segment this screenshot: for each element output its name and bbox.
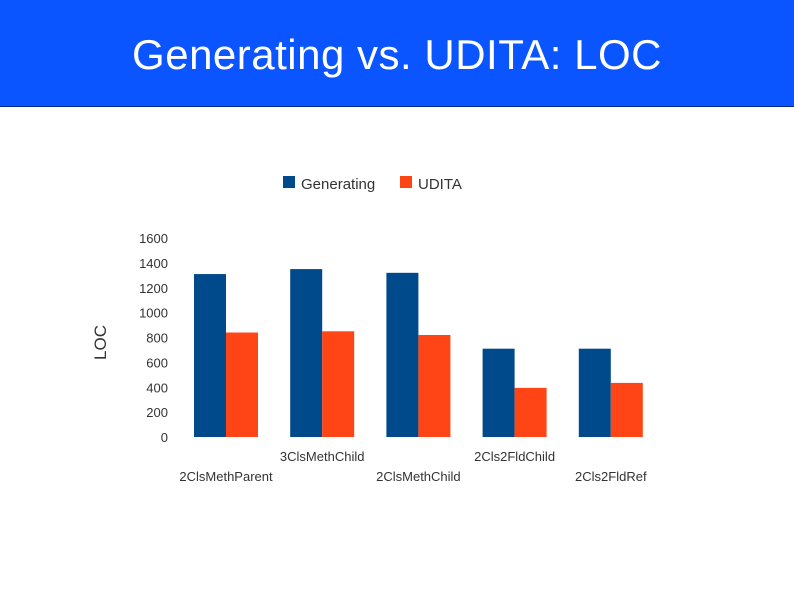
bar-udita-2cls2fldchild: [514, 387, 547, 437]
bar-udita-2cls2fldref: [610, 382, 643, 437]
y-axis: 0 200 400 600 800 1000 1200 1400 1600 LOC: [91, 231, 168, 445]
bar-generating-3clsmethchild: [290, 269, 323, 437]
y-tick-label: 600: [146, 355, 168, 370]
legend-swatch-udita: [400, 176, 412, 188]
x-tick-label: 2ClsMethParent: [179, 469, 273, 484]
y-tick-label: 1400: [139, 256, 168, 271]
x-tick-label: 2Cls2FldChild: [474, 449, 555, 464]
y-tick-label: 200: [146, 405, 168, 420]
bar-generating-2clsmethparent: [194, 274, 226, 437]
bar-generating-2clsmethchild: [386, 272, 419, 437]
bar-udita-3clsmethchild: [322, 331, 355, 437]
x-axis: 2ClsMethParent 3ClsMethChild 2ClsMethChild…: [179, 449, 647, 484]
slide-title: Generating vs. UDITA: LOC: [132, 31, 662, 78]
y-tick-label: 1200: [139, 281, 168, 296]
y-axis-label: LOC: [91, 325, 110, 360]
bar-generating-2cls2fldchild: [482, 348, 515, 437]
y-tick-label: 1600: [139, 231, 168, 246]
bar-generating-2cls2fldref: [578, 348, 611, 437]
bar-udita-2clsmethparent: [226, 332, 258, 437]
y-tick-label: 1000: [139, 306, 168, 321]
legend-label-udita: UDITA: [418, 176, 462, 193]
bars: [194, 269, 643, 437]
y-tick-label: 0: [161, 430, 168, 445]
title-bar: Generating vs. UDITA: LOC: [0, 0, 794, 107]
x-tick-label: 2Cls2FldRef: [575, 469, 647, 484]
legend-label-generating: Generating: [301, 176, 375, 193]
x-tick-label: 2ClsMethChild: [376, 469, 461, 484]
bar-udita-2clsmethchild: [418, 335, 451, 437]
y-tick-label: 800: [146, 331, 168, 346]
y-tick-label: 400: [146, 380, 168, 395]
legend-swatch-generating: [283, 176, 295, 188]
x-tick-label: 3ClsMethChild: [280, 449, 365, 464]
legend: Generating UDITA: [283, 176, 462, 193]
